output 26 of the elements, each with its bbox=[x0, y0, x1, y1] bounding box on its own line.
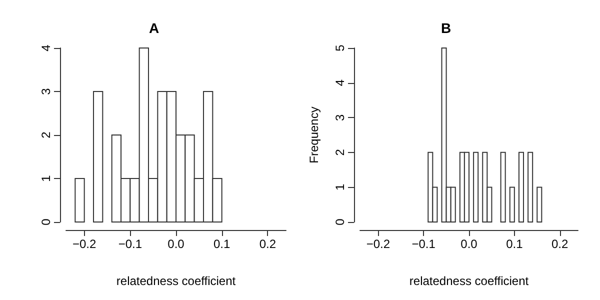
x-tick-label: −0.2 bbox=[366, 237, 390, 251]
x-tick-label: −0.2 bbox=[72, 237, 96, 251]
y-tick-label: 1 bbox=[333, 184, 347, 191]
x-tick-label: 0.1 bbox=[506, 237, 524, 251]
x-axis-title: relatedness coefficient bbox=[409, 274, 530, 288]
y-tick-label: 3 bbox=[333, 114, 347, 121]
chart-title: A bbox=[148, 20, 160, 36]
y-tick-label: 4 bbox=[39, 44, 53, 52]
y-tick-label: 1 bbox=[39, 174, 53, 182]
y-tick-label: 4 bbox=[333, 79, 347, 86]
y-axis-title: Frequency bbox=[307, 106, 321, 164]
x-tick-label: 0.2 bbox=[259, 237, 276, 251]
y-tick-label: 5 bbox=[333, 44, 347, 52]
x-tick-label: 0.0 bbox=[168, 237, 185, 251]
x-tick-label: 0.2 bbox=[551, 237, 568, 251]
x-tick-label: −0.1 bbox=[412, 237, 436, 251]
y-tick-label: 0 bbox=[333, 218, 347, 226]
y-tick-label: 2 bbox=[39, 131, 53, 138]
x-tick-label: 0.1 bbox=[213, 237, 230, 251]
x-axis-title: relatedness coefficient bbox=[116, 274, 236, 288]
x-tick-label: −0.1 bbox=[118, 237, 142, 251]
y-tick-label: 2 bbox=[333, 148, 347, 156]
x-tick-label: 0.0 bbox=[460, 237, 478, 251]
chart-title: B bbox=[440, 20, 452, 36]
y-tick-label: 3 bbox=[39, 88, 53, 95]
y-tick-label: 0 bbox=[39, 218, 53, 226]
